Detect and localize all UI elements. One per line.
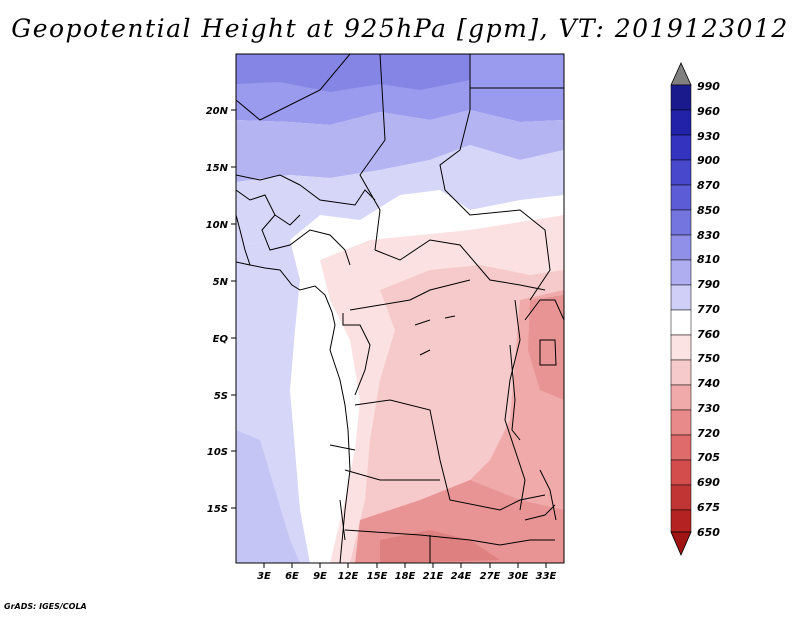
colorbar-segment [670, 384, 692, 411]
colorbar-label: 810 [697, 253, 720, 266]
band-705 [380, 530, 500, 563]
colorbar-segment [670, 409, 692, 436]
colorbar-segment [670, 434, 692, 461]
colorbar-segment [670, 209, 692, 236]
colorbar-label: 850 [697, 204, 720, 217]
lon-label-9e: 9E [313, 571, 327, 582]
lat-label-5n: 5N [213, 277, 229, 288]
colorbar-segment [670, 134, 692, 161]
colorbar-label: 740 [697, 377, 720, 390]
colorbar-top-arrow [670, 62, 692, 86]
colorbar-label: 770 [697, 303, 720, 316]
colorbar-label: 900 [697, 154, 720, 167]
colorbar-label: 790 [697, 278, 720, 291]
colorbar-segment [670, 184, 692, 211]
colorbar-label: 870 [697, 179, 720, 192]
lon-label-27e: 27E [480, 571, 501, 582]
colorbar-label: 830 [697, 229, 720, 242]
chart-title: Geopotential Height at 925hPa [gpm], VT:… [11, 14, 789, 43]
lat-label-10n: 10N [206, 220, 229, 231]
colorbar-label: 730 [697, 402, 720, 415]
band-830 [236, 54, 470, 92]
colorbar-label: 960 [697, 105, 720, 118]
colorbar-label: 930 [697, 130, 720, 143]
height-field [236, 54, 564, 563]
lon-label-30e: 30E [508, 571, 529, 582]
lon-label-24e: 24E [451, 571, 472, 582]
colorbar-segment [670, 309, 692, 336]
colorbar-segment [670, 159, 692, 186]
colorbar-label: 650 [697, 526, 720, 539]
lon-label-12e: 12E [338, 571, 359, 582]
longitude-axis: 3E 6E 9E 12E 15E 18E 21E 24E 27E 30E 33E [257, 563, 557, 582]
colorbar-label: 760 [697, 328, 720, 341]
colorbar-segment [670, 359, 692, 386]
lon-label-18e: 18E [395, 571, 416, 582]
colorbar-segment [670, 84, 692, 111]
lat-label-15n: 15N [206, 163, 229, 174]
lon-label-3e: 3E [257, 571, 271, 582]
colorbar-label: 690 [697, 476, 720, 489]
lon-label-33e: 33E [536, 571, 557, 582]
latitude-axis: 20N 15N 10N 5N EQ 5S 10S 15S [206, 106, 236, 515]
lat-label-10s: 10S [207, 447, 228, 458]
colorbar-label: 705 [697, 451, 720, 464]
colorbar-label: 750 [697, 352, 720, 365]
lon-label-21e: 21E [423, 571, 444, 582]
colorbar-label: 990 [697, 80, 720, 93]
band-720-lakes [528, 295, 564, 400]
band-770 [236, 145, 564, 245]
colorbar-segment [670, 509, 692, 533]
colorbar-segment [670, 259, 692, 286]
colorbar-segment [670, 484, 692, 511]
colorbar: 990 960 930 900 870 850 830 810 790 770 … [670, 62, 720, 557]
grads-credit: GrADS: IGES/COLA [4, 602, 87, 611]
colorbar-segment [670, 284, 692, 311]
lat-label-20n: 20N [206, 106, 229, 117]
band-790 [236, 110, 564, 182]
lon-label-6e: 6E [285, 571, 299, 582]
band-780-ocean [236, 430, 300, 563]
colorbar-bottom-arrow [670, 531, 692, 557]
lat-label-eq: EQ [213, 334, 229, 345]
colorbar-label: 675 [697, 501, 720, 514]
colorbar-segment [670, 109, 692, 136]
lat-label-5s: 5S [214, 391, 228, 402]
lon-label-15e: 15E [367, 571, 388, 582]
map-frame [235, 53, 565, 564]
colorbar-segment [670, 334, 692, 361]
country-borders [236, 54, 564, 563]
colorbar-segment [670, 234, 692, 261]
colorbar-segment [670, 459, 692, 486]
colorbar-label: 720 [697, 427, 720, 440]
lat-label-15s: 15S [207, 504, 228, 515]
